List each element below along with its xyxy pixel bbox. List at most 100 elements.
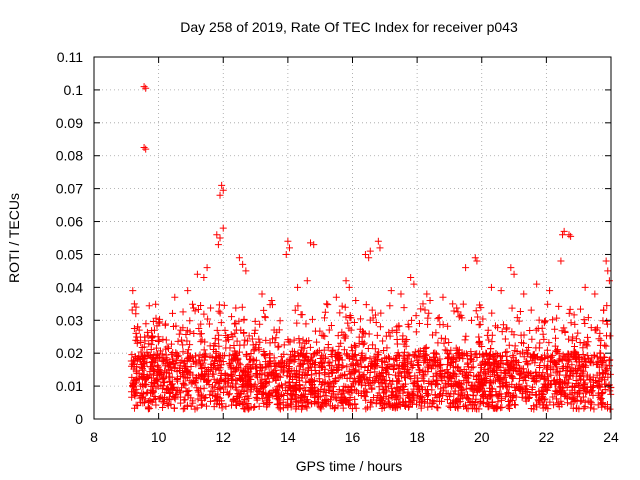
data-point [161,362,169,370]
data-point [369,341,377,349]
data-point [401,402,409,410]
data-point [557,257,565,265]
data-point [376,397,384,405]
data-point [179,348,187,356]
data-point [157,347,165,355]
data-point [527,404,535,412]
data-point [325,386,333,394]
data-point [574,329,582,337]
data-point [276,405,284,413]
y-tick-label: 0.07 [56,181,83,197]
data-point [593,353,601,361]
data-point [424,320,432,328]
data-point [296,397,304,405]
data-point [424,363,432,371]
data-point [324,359,332,367]
data-point [510,270,518,278]
data-point [152,344,160,352]
data-point [138,365,146,373]
data-point [303,404,311,412]
data-point [447,404,455,412]
data-point [184,349,192,357]
data-point [324,344,332,352]
data-point [558,327,566,335]
data-point [345,283,353,291]
data-point [388,363,396,371]
data-point [547,363,555,371]
data-point [218,400,226,408]
x-axis-ticks: 8 10 12 14 16 18 20 22 24 [90,57,619,445]
data-point [530,351,538,359]
data-point [205,320,213,328]
data-point [224,391,232,399]
data-point [262,336,270,344]
data-point [349,355,357,363]
data-point [603,332,611,340]
data-point [209,370,217,378]
data-point [364,345,372,353]
data-point [293,319,301,327]
data-point [479,381,487,389]
data-point [399,363,407,371]
data-point [239,398,247,406]
data-point [216,384,224,392]
data-point [543,370,551,378]
data-point [172,390,180,398]
data-point [240,386,248,394]
data-point [251,317,259,325]
data-point [579,344,587,352]
data-point [193,404,201,412]
data-point [317,363,325,371]
data-point [443,373,451,381]
data-point [602,257,610,265]
data-point [421,398,429,406]
data-point [320,346,328,354]
data-point [387,287,395,295]
data-point [355,339,363,347]
data-point [139,360,147,368]
data-point [302,320,310,328]
data-point [362,405,370,413]
data-point [583,333,591,341]
data-point [210,375,218,383]
data-point [310,241,318,249]
data-point [178,336,186,344]
data-point [466,355,474,363]
data-point [171,364,179,372]
data-point [476,398,484,406]
data-point [462,401,470,409]
data-point [204,315,212,323]
data-point [603,365,611,373]
data-point [467,316,475,324]
data-point [366,247,374,255]
data-point [263,363,271,371]
data-point [328,369,336,377]
data-point [331,404,339,412]
data-point [393,383,401,391]
data-point [173,375,181,383]
data-point [603,302,611,310]
data-point [452,363,460,371]
data-point [468,364,476,372]
data-point [386,402,394,410]
data-point [145,302,153,310]
data-point [185,354,193,362]
data-point [415,347,423,355]
data-point [438,397,446,405]
data-point [181,381,189,389]
data-point [297,393,305,401]
data-point [359,329,367,337]
data-point [571,389,579,397]
data-point [159,385,167,393]
data-point [428,386,436,394]
data-point [288,355,296,363]
data-point [134,323,142,331]
data-point [584,338,592,346]
data-point [132,401,140,409]
data-point [146,352,154,360]
data-point [261,350,269,358]
data-point [197,320,205,328]
data-point [285,378,293,386]
data-point [443,361,451,369]
data-point [194,395,202,403]
